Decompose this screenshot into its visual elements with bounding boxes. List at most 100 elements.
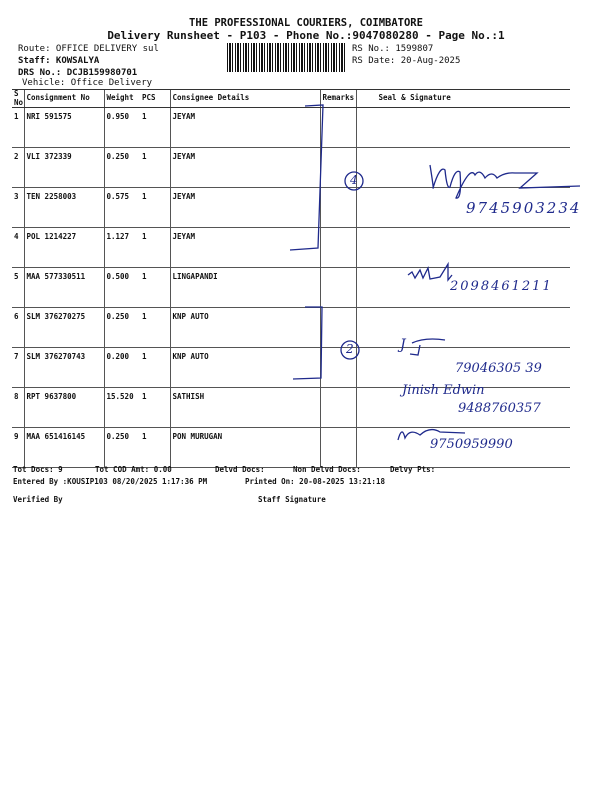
cell-pcs: 1	[140, 347, 170, 389]
cell-weight: 0.200	[103, 347, 140, 389]
table-row: 1 NRI 591575 0.950 1 JEYAM	[12, 107, 570, 149]
cell-pcs: 1	[140, 307, 170, 349]
rs-date: RS Date: 20-Aug-2025	[352, 56, 461, 66]
cell-sno: 2	[12, 147, 24, 189]
table-row: 6 SLM 376270275 0.250 1 KNP AUTO	[12, 307, 570, 349]
drs-no: DRS No.: DCJB159980701	[18, 68, 138, 78]
entered-by: Entered By :KOUSIP103 08/20/2025 1:17:36…	[13, 477, 208, 486]
table-row: 4 POL 1214227 1.127 1 JEYAM	[12, 227, 570, 269]
cell-remarks	[319, 187, 356, 229]
runsheet-table: S No Consignment No Weight PCS Consignee…	[12, 88, 570, 469]
cell-remarks	[319, 387, 356, 429]
cell-sno: 4	[12, 227, 24, 269]
cell-remarks	[319, 267, 356, 309]
cell-seal	[355, 187, 570, 229]
cell-seal	[355, 347, 570, 389]
cell-consignment: RPT 9637800	[23, 387, 104, 429]
cell-consignment: SLM 376270743	[23, 347, 104, 389]
cell-consignee: SATHISH	[169, 387, 320, 429]
printed-on: Printed On: 20-08-2025 13:21:18	[245, 477, 385, 486]
tot-docs: Tot Docs: 9	[13, 465, 63, 474]
cell-weight: 0.250	[103, 307, 140, 349]
name-8: Jinish Edwin	[402, 383, 485, 398]
cell-consignee: JEYAM	[169, 187, 320, 229]
cell-sno: 1	[12, 107, 24, 149]
cell-weight: 0.250	[103, 147, 140, 189]
table-row: 5 MAA 577330511 0.500 1 LINGAPANDI	[12, 267, 570, 309]
cell-consignment: MAA 651416145	[23, 427, 104, 469]
cell-consignee: KNP AUTO	[169, 347, 320, 389]
phone-2: 2098461211	[450, 279, 553, 294]
phone-1: 9745903234	[466, 199, 582, 217]
cell-seal	[355, 227, 570, 269]
cell-consignee: JEYAM	[169, 147, 320, 189]
cell-consignment: SLM 376270275	[23, 307, 104, 349]
col-pcs: PCS	[140, 88, 170, 109]
phone-4: 9488760357	[458, 401, 541, 416]
signature-9	[397, 428, 466, 441]
cell-consignee: LINGAPANDI	[169, 267, 320, 309]
table-row: 3 TEN 2258003 0.575 1 JEYAM	[12, 187, 570, 229]
cell-weight: 1.127	[103, 227, 140, 269]
table-row: 2 VLI 372339 0.250 1 JEYAM	[12, 147, 570, 189]
staff-signature: Staff Signature	[258, 495, 326, 504]
non-delvd-docs: Non Delvd Docs:	[293, 465, 361, 474]
phone-3: 79046305 39	[455, 361, 542, 376]
bracket-1	[289, 104, 324, 251]
cell-sno: 6	[12, 307, 24, 349]
cell-pcs: 1	[140, 107, 170, 149]
cell-consignee: KNP AUTO	[169, 307, 320, 349]
cell-remarks	[319, 227, 356, 269]
tot-cod: Tot COD Amt: 0.00	[95, 465, 172, 474]
cell-remarks	[319, 147, 356, 189]
cell-seal	[355, 147, 570, 189]
remark-2: 2	[346, 342, 354, 356]
cell-sno: 3	[12, 187, 24, 229]
cell-consignment: NRI 591575	[23, 107, 104, 149]
cell-pcs: 1	[140, 187, 170, 229]
cell-pcs: 1	[140, 227, 170, 269]
table-row: 7 SLM 376270743 0.200 1 KNP AUTO	[12, 347, 570, 389]
cell-consignment: VLI 372339	[23, 147, 104, 189]
cell-consignee: JEYAM	[169, 107, 320, 149]
bracket-2	[292, 306, 323, 380]
delvd-docs: Delvd Docs:	[215, 465, 265, 474]
signature-5	[407, 261, 453, 282]
cell-remarks	[319, 427, 356, 469]
cell-weight: 0.575	[103, 187, 140, 229]
cell-pcs: 1	[140, 147, 170, 189]
rs-no: RS No.: 1599807	[352, 44, 434, 54]
cell-consignment: TEN 2258003	[23, 187, 104, 229]
cell-consignment: MAA 577330511	[23, 267, 104, 309]
col-weight: Weight	[103, 88, 140, 109]
cell-seal	[355, 427, 570, 469]
cell-sno: 8	[12, 387, 24, 429]
cell-sno: 9	[12, 427, 24, 469]
table-row: 9 MAA 651416145 0.250 1 PON MURUGAN	[12, 427, 570, 469]
cell-weight: 0.250	[103, 427, 140, 469]
col-sno: S No	[12, 88, 24, 109]
cell-seal	[355, 267, 570, 309]
remark-circle-1	[344, 171, 364, 191]
cell-consignee: JEYAM	[169, 227, 320, 269]
cell-consignee: PON MURUGAN	[169, 427, 320, 469]
col-consignment: Consignment No	[23, 88, 104, 109]
remark-1: 4	[350, 173, 358, 187]
vehicle: Vehicle: Office Delivery	[22, 78, 153, 88]
cell-seal	[355, 107, 570, 149]
phone-5: 9750959990	[430, 437, 513, 452]
col-remarks: Remarks	[319, 88, 356, 109]
verified-by: Verified By	[13, 495, 63, 504]
cell-seal	[355, 307, 570, 349]
delvy-pts: Delvy Pts:	[390, 465, 436, 474]
cell-pcs: 1	[140, 427, 170, 469]
cell-consignment: POL 1214227	[23, 227, 104, 269]
company-name: THE PROFESSIONAL COURIERS, COIMBATORE	[189, 17, 423, 29]
cell-weight: 0.500	[103, 267, 140, 309]
route: Route: OFFICE DELIVERY sul	[18, 44, 159, 54]
col-seal: Seal & Signature	[355, 88, 570, 109]
remark-circle-2	[340, 340, 360, 360]
cell-sno: 5	[12, 267, 24, 309]
cell-seal	[355, 387, 570, 429]
